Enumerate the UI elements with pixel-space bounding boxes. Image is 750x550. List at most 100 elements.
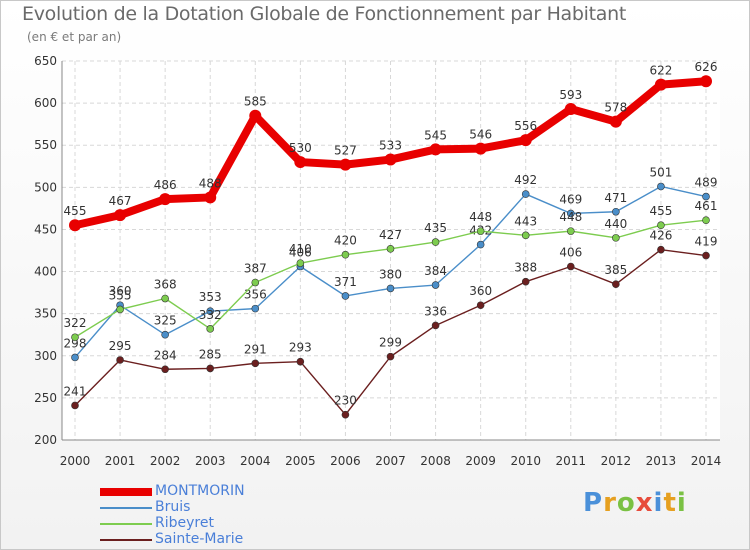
data-point (114, 209, 127, 222)
data-point (566, 209, 575, 218)
data-label: 489 (695, 176, 718, 190)
data-label: 527 (334, 144, 357, 158)
data-point (476, 240, 485, 249)
data-label: 488 (199, 176, 222, 190)
data-point (116, 305, 124, 314)
data-label: 325 (154, 314, 177, 328)
series-sainte-marie: 241 295 284 285 291 293 230 299 336 360 388 406 385 4… (64, 229, 718, 419)
data-point (476, 227, 485, 235)
data-label: 241 (64, 384, 87, 398)
data-label: 368 (154, 278, 177, 292)
data-point (296, 259, 305, 267)
data-label: 360 (109, 284, 132, 298)
data-label: 455 (649, 204, 672, 218)
data-point (249, 109, 262, 122)
data-label: 322 (64, 316, 87, 330)
data-point (612, 207, 620, 216)
data-label: 285 (199, 347, 222, 361)
data-point (384, 153, 397, 166)
data-label: 406 (289, 246, 312, 260)
data-point (386, 284, 395, 293)
chart-title: Evolution de la Dotation Globale de Fonc… (22, 3, 627, 25)
data-point (609, 115, 622, 128)
data-label: 467 (109, 194, 132, 208)
data-point (71, 353, 79, 362)
data-label: 380 (379, 267, 402, 281)
x-tick-label: 2000 (60, 454, 91, 468)
data-point (702, 192, 710, 201)
data-point (251, 304, 260, 313)
data-label: 585 (244, 95, 267, 109)
data-label: 435 (424, 221, 447, 235)
proxiti-logo: Proxiti (583, 488, 687, 518)
y-tick-label: 400 (34, 265, 57, 279)
data-label: 295 (109, 339, 132, 353)
data-point (71, 401, 79, 410)
data-point (69, 219, 81, 232)
data-point (654, 78, 667, 91)
y-tick-label: 600 (34, 96, 57, 110)
data-point (431, 321, 440, 330)
data-label: 593 (559, 88, 582, 102)
legend-swatch (100, 507, 152, 509)
data-point (206, 325, 215, 333)
data-point (612, 234, 620, 242)
data-label: 388 (514, 261, 537, 275)
legend-label: Bruis (155, 499, 191, 515)
data-point (251, 278, 260, 287)
data-point (204, 191, 217, 204)
data-point (476, 301, 485, 310)
data-label: 530 (289, 141, 312, 155)
data-label: 471 (604, 191, 627, 205)
data-point (521, 190, 530, 198)
data-label: 469 (559, 192, 582, 206)
y-tick-label: 550 (34, 138, 57, 152)
x-tick-label: 2008 (420, 454, 451, 468)
data-label: 419 (695, 235, 718, 249)
data-point (339, 158, 352, 171)
x-tick-label: 2004 (240, 454, 271, 468)
data-label: 336 (424, 304, 447, 318)
legend-swatch (100, 488, 152, 496)
data-point (657, 221, 665, 230)
x-tick-label: 2007 (375, 454, 406, 468)
data-label: 556 (514, 119, 537, 133)
data-label: 546 (469, 128, 492, 142)
data-point (386, 245, 395, 253)
data-label: 427 (379, 228, 402, 242)
x-tick-label: 2014 (691, 454, 722, 468)
data-point (206, 307, 215, 315)
data-point (612, 280, 620, 288)
data-point (566, 227, 575, 235)
data-label: 426 (649, 229, 672, 243)
legend-label: Ribeyret (155, 515, 214, 531)
logo-letter: o (616, 488, 636, 518)
logo-letter: i (653, 488, 664, 518)
data-label: 626 (695, 60, 718, 74)
logo-letter: P (583, 488, 604, 518)
x-tick-label: 2010 (510, 454, 541, 468)
logo-letter: x (635, 488, 654, 518)
series-ribeyret: 322 355 368 332 387 410 420 427 435 448 443 448 440 4… (64, 199, 717, 342)
data-label: 533 (379, 139, 402, 153)
x-tick-label: 2003 (195, 454, 226, 468)
data-point (566, 262, 575, 271)
data-label: 356 (244, 288, 267, 302)
x-tick-label: 2005 (285, 454, 316, 468)
data-label: 501 (649, 165, 672, 179)
y-tick-label: 500 (34, 180, 57, 194)
data-label: 420 (334, 234, 357, 248)
data-point (700, 75, 712, 88)
data-point (521, 231, 530, 240)
x-tick-label: 2013 (646, 454, 677, 468)
data-point (431, 238, 440, 246)
logo-letter: t (663, 488, 677, 518)
data-point (161, 294, 169, 303)
data-label: 332 (199, 308, 222, 322)
data-point (431, 281, 440, 289)
x-tick-label: 2001 (105, 454, 136, 468)
legend-label: MONTMORIN (155, 483, 245, 499)
data-point (341, 250, 350, 259)
data-label: 578 (604, 101, 627, 115)
